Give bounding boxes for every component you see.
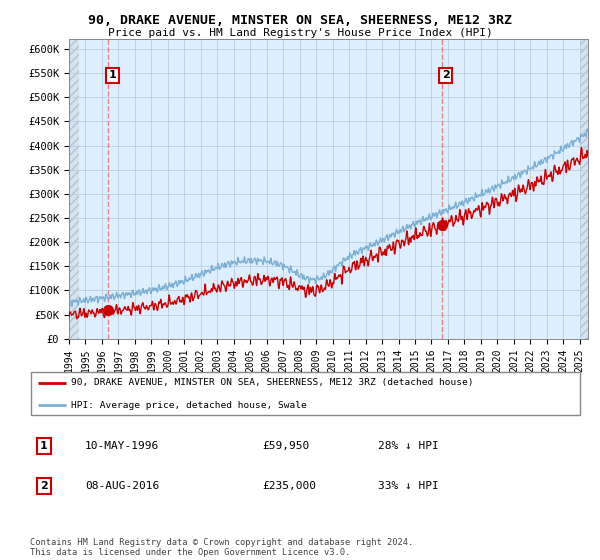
Text: 2: 2 xyxy=(40,481,47,491)
Text: 08-AUG-2016: 08-AUG-2016 xyxy=(85,481,160,491)
Text: 10-MAY-1996: 10-MAY-1996 xyxy=(85,441,160,451)
Bar xyxy=(69,39,79,339)
Text: 90, DRAKE AVENUE, MINSTER ON SEA, SHEERNESS, ME12 3RZ: 90, DRAKE AVENUE, MINSTER ON SEA, SHEERN… xyxy=(88,14,512,27)
Text: HPI: Average price, detached house, Swale: HPI: Average price, detached house, Swal… xyxy=(71,401,307,410)
Text: Price paid vs. HM Land Registry's House Price Index (HPI): Price paid vs. HM Land Registry's House … xyxy=(107,28,493,38)
Text: 90, DRAKE AVENUE, MINSTER ON SEA, SHEERNESS, ME12 3RZ (detached house): 90, DRAKE AVENUE, MINSTER ON SEA, SHEERN… xyxy=(71,379,474,388)
Text: £235,000: £235,000 xyxy=(262,481,316,491)
Text: £59,950: £59,950 xyxy=(262,441,309,451)
Text: 1: 1 xyxy=(40,441,47,451)
Text: 2: 2 xyxy=(442,71,449,81)
Text: 33% ↓ HPI: 33% ↓ HPI xyxy=(378,481,439,491)
Text: Contains HM Land Registry data © Crown copyright and database right 2024.
This d: Contains HM Land Registry data © Crown c… xyxy=(30,538,413,557)
Bar xyxy=(580,39,588,339)
Text: 28% ↓ HPI: 28% ↓ HPI xyxy=(378,441,439,451)
Text: 1: 1 xyxy=(108,71,116,81)
